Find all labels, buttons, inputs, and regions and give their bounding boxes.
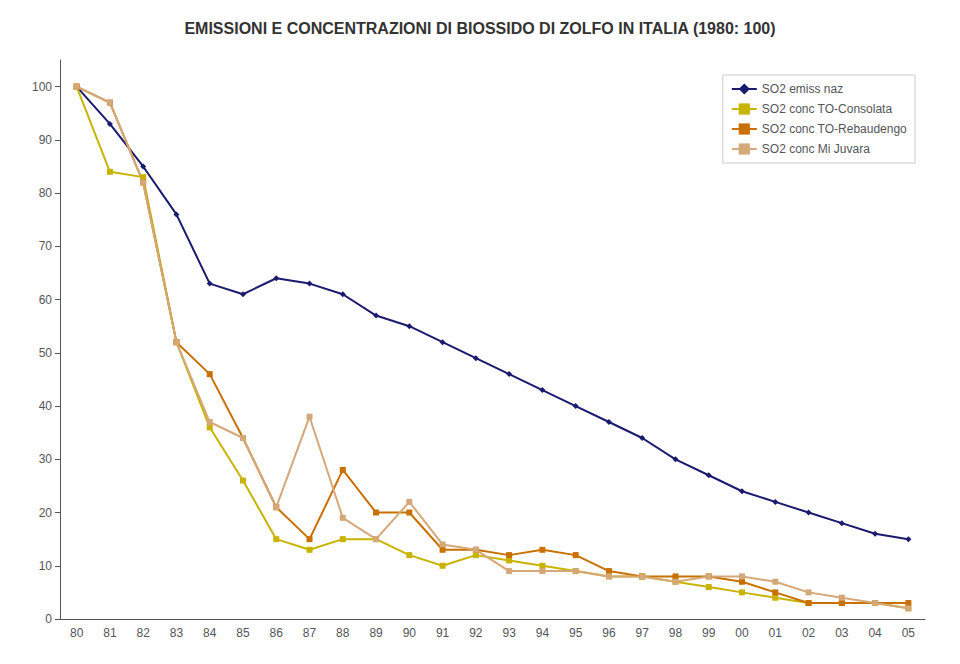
svg-text:98: 98 <box>669 626 683 640</box>
svg-text:40: 40 <box>39 399 53 413</box>
svg-text:87: 87 <box>303 626 317 640</box>
svg-text:SO2 conc TO-Rebaudengo: SO2 conc TO-Rebaudengo <box>762 122 907 136</box>
svg-text:96: 96 <box>602 626 616 640</box>
svg-text:100: 100 <box>32 80 52 94</box>
svg-text:92: 92 <box>469 626 483 640</box>
svg-text:82: 82 <box>136 626 150 640</box>
svg-text:91: 91 <box>436 626 450 640</box>
svg-text:03: 03 <box>835 626 849 640</box>
svg-text:89: 89 <box>369 626 383 640</box>
svg-text:05: 05 <box>902 626 916 640</box>
svg-text:90: 90 <box>403 626 417 640</box>
svg-text:0: 0 <box>45 612 52 626</box>
svg-text:80: 80 <box>70 626 84 640</box>
svg-text:84: 84 <box>203 626 217 640</box>
svg-text:95: 95 <box>569 626 583 640</box>
svg-text:00: 00 <box>735 626 749 640</box>
svg-text:SO2 emiss naz: SO2 emiss naz <box>762 82 843 96</box>
svg-text:01: 01 <box>769 626 783 640</box>
svg-text:60: 60 <box>39 293 53 307</box>
svg-text:85: 85 <box>236 626 250 640</box>
svg-text:SO2 conc TO-Consolata: SO2 conc TO-Consolata <box>762 102 893 116</box>
svg-text:86: 86 <box>270 626 284 640</box>
svg-text:81: 81 <box>103 626 117 640</box>
svg-text:83: 83 <box>170 626 184 640</box>
svg-text:SO2 conc Mi Juvara: SO2 conc Mi Juvara <box>762 142 870 156</box>
svg-text:88: 88 <box>336 626 350 640</box>
svg-text:90: 90 <box>39 133 53 147</box>
svg-text:93: 93 <box>502 626 516 640</box>
svg-text:70: 70 <box>39 239 53 253</box>
svg-text:80: 80 <box>39 186 53 200</box>
svg-text:99: 99 <box>702 626 716 640</box>
svg-text:10: 10 <box>39 559 53 573</box>
svg-text:94: 94 <box>536 626 550 640</box>
svg-text:30: 30 <box>39 452 53 466</box>
svg-text:EMISSIONI E CONCENTRAZIONI DI: EMISSIONI E CONCENTRAZIONI DI BIOSSIDO D… <box>184 20 775 37</box>
svg-text:04: 04 <box>868 626 882 640</box>
svg-text:50: 50 <box>39 346 53 360</box>
svg-text:97: 97 <box>636 626 650 640</box>
svg-text:20: 20 <box>39 506 53 520</box>
svg-text:02: 02 <box>802 626 816 640</box>
